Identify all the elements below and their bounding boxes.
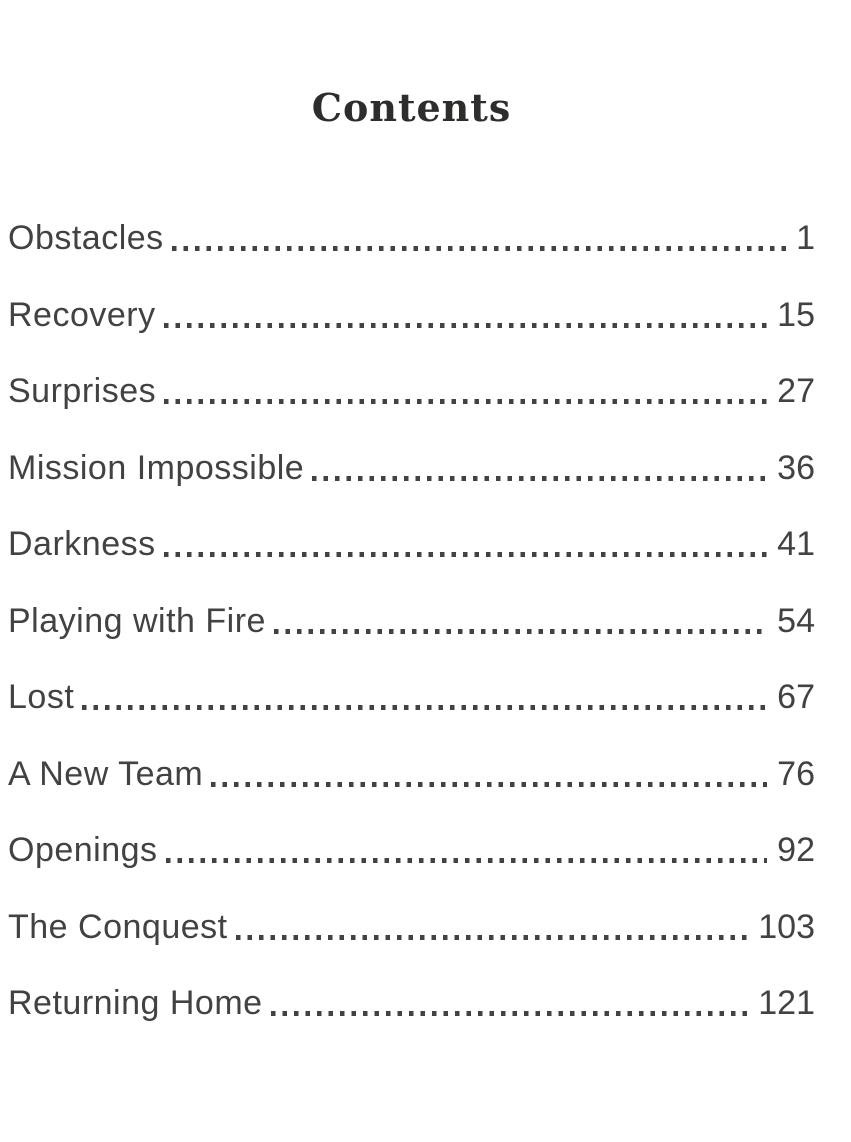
page-number: 54 (777, 601, 815, 640)
toc-entry: Playing with Fire 54 (8, 601, 815, 641)
page-number: 15 (777, 295, 815, 334)
chapter-title: Recovery (8, 295, 156, 334)
page-number: 1 (796, 219, 815, 257)
page-content: Contents Obstacles 1 Recovery 15 Surpris… (8, 85, 815, 1023)
toc-list: Obstacles 1 Recovery 15 Surprises 27 Mis… (8, 218, 815, 1023)
toc-entry: A New Team 76 (8, 754, 815, 794)
dot-leader (171, 246, 787, 251)
toc-entry: Returning Home 121 (8, 983, 815, 1023)
dot-leader (163, 322, 768, 328)
dot-leader (312, 475, 768, 481)
dot-leader (82, 705, 768, 710)
chapter-title: Openings (8, 831, 158, 869)
chapter-title: Surprises (8, 372, 157, 410)
chapter-title: The Conquest (8, 907, 228, 946)
chapter-title: Playing with Fire (8, 601, 266, 640)
toc-entry: Lost 67 (8, 677, 815, 717)
toc-entry: Obstacles 1 (8, 218, 815, 258)
chapter-title: Returning Home (8, 984, 263, 1022)
chapter-title: Lost (8, 678, 75, 716)
page-title: Contents (311, 85, 512, 130)
page-number: 27 (777, 372, 815, 410)
toc-entry: Mission Impossible 36 (8, 448, 815, 488)
toc-entry: Recovery 15 (8, 295, 815, 335)
chapter-title: A New Team (8, 754, 204, 793)
dot-leader (164, 399, 768, 404)
toc-entry: Surprises 27 (8, 371, 815, 411)
toc-entry: The Conquest 103 (8, 907, 815, 947)
page-number: 121 (758, 984, 815, 1022)
dot-leader (235, 934, 749, 940)
page-number: 41 (777, 525, 815, 563)
chapter-title: Obstacles (8, 219, 164, 257)
page-number: 76 (777, 754, 815, 793)
page-number: 103 (758, 907, 815, 946)
dot-leader (270, 1011, 749, 1016)
dot-leader (273, 628, 768, 634)
page-number: 92 (777, 831, 815, 869)
toc-entry: Darkness 41 (8, 524, 815, 564)
dot-leader (211, 781, 768, 787)
page-number: 36 (777, 448, 815, 487)
dot-leader (165, 858, 768, 863)
dot-leader (163, 552, 768, 557)
chapter-title: Mission Impossible (8, 448, 305, 487)
toc-entry: Openings 92 (8, 830, 815, 870)
page-number: 67 (777, 678, 815, 716)
chapter-title: Darkness (8, 525, 156, 563)
